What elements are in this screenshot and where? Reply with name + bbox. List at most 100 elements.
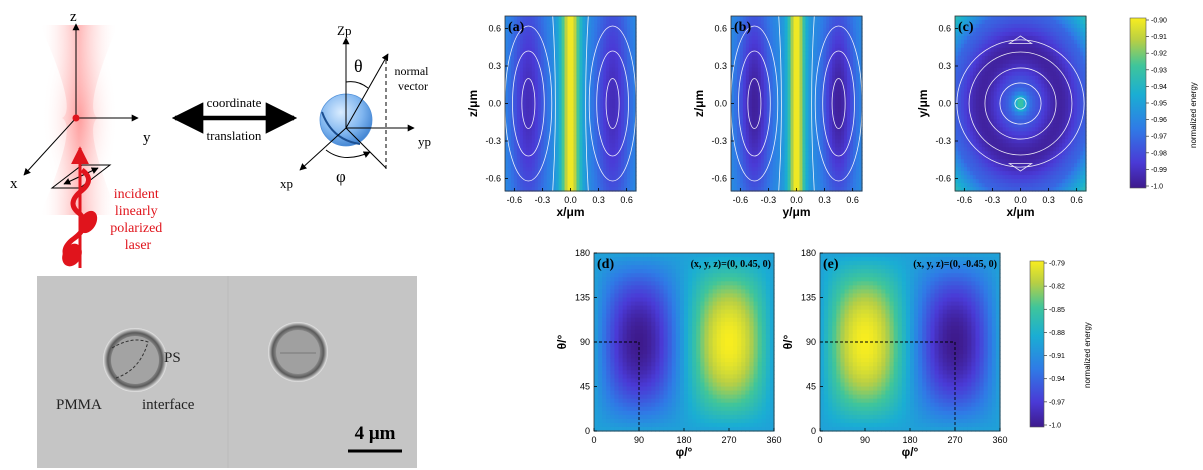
heatmap-cell [576, 139, 581, 144]
heatmap-cell [972, 51, 977, 57]
heatmap-cell [781, 47, 786, 53]
heatmap-cell [817, 71, 821, 77]
heatmap-cell [757, 155, 762, 160]
heatmap-cell [603, 51, 607, 57]
heatmap-cell [621, 147, 625, 152]
heatmap-cell [784, 51, 789, 57]
heatmap-cell [522, 139, 527, 144]
heatmap-cell [633, 99, 637, 105]
heatmap-cell [600, 187, 604, 192]
heatmap-cell [582, 171, 586, 176]
heatmap-cell [1002, 43, 1007, 49]
heatmap-cell [853, 43, 857, 49]
heatmap-cell [960, 115, 965, 121]
heatmap-cell [558, 75, 563, 81]
heatmap-cell [516, 51, 521, 57]
heatmap-cell [984, 19, 989, 25]
heatmap-cell [835, 155, 839, 160]
heatmap-cell [1014, 151, 1019, 156]
heatmap-cell [558, 35, 563, 41]
heatmap-cell [841, 55, 845, 61]
heatmap-cell [609, 131, 613, 136]
heatmap-cell [763, 163, 768, 168]
heatmap-cell [760, 131, 765, 136]
heatmap-cell [799, 39, 804, 45]
heatmap-cell [772, 83, 777, 89]
heatmap-cell [558, 99, 563, 105]
heatmap-cell [582, 55, 586, 61]
heatmap-cell [505, 163, 509, 168]
heatmap-cell [618, 87, 622, 93]
heatmap-cell [757, 95, 762, 101]
heatmap-cell [630, 67, 634, 73]
heatmap-cell [594, 127, 598, 132]
heatmap-cell [543, 123, 548, 128]
heatmap-cell [760, 127, 765, 132]
heatmap-cell [987, 179, 992, 184]
heatmap-cell [543, 63, 548, 69]
heatmap-cell [757, 75, 762, 81]
heatmap-cell [528, 107, 533, 113]
heatmap-cell [621, 55, 625, 61]
heatmap-cell [513, 43, 518, 49]
heatmap-cell [805, 43, 810, 49]
heatmap-cell [778, 83, 783, 89]
heatmap-cell [621, 187, 625, 192]
heatmap-cell [999, 75, 1004, 81]
heatmap-cell [978, 35, 983, 41]
heatmap-cell [754, 143, 759, 148]
heatmap-cell [820, 16, 824, 21]
heatmap-cell [1008, 171, 1013, 176]
heatmap-cell [513, 155, 518, 160]
heatmap-cell [1017, 91, 1022, 97]
heatmap-cell [856, 155, 860, 160]
heatmap-cell [528, 167, 533, 172]
heatmap-cell [594, 103, 598, 109]
heatmap-cell [966, 147, 971, 152]
heatmap-cell [808, 155, 812, 160]
heatmap-cell [630, 47, 634, 53]
heatmap-cell [1008, 16, 1013, 21]
heatmap-cell [621, 151, 625, 156]
heatmap-cell [516, 179, 521, 184]
heatmap-cell [829, 119, 833, 124]
heatmap-cell [960, 67, 965, 73]
heatmap-cell [555, 107, 560, 113]
heatmap-cell [841, 183, 845, 188]
heatmap-cell [567, 87, 572, 93]
heatmap-cell [972, 71, 977, 77]
heatmap-cell [1008, 179, 1013, 184]
heatmap-cell [516, 83, 521, 89]
heatmap-cell [820, 31, 824, 37]
heatmap-cell [838, 59, 842, 65]
heatmap-cell [522, 187, 527, 192]
heatmap-cell [781, 139, 786, 144]
heatmap-cell [528, 127, 533, 132]
heatmap-cell [847, 107, 851, 113]
heatmap-cell [847, 83, 851, 89]
heatmap-cell [802, 67, 807, 73]
heatmap-cell [999, 31, 1004, 37]
heatmap-cell [612, 19, 616, 25]
heatmap-cell [582, 63, 586, 69]
heatmap-cell [981, 167, 986, 172]
heatmap-cell [579, 111, 584, 117]
heatmap-cell [603, 127, 607, 132]
heatmap-cell [615, 35, 619, 41]
heatmap-cell [987, 23, 992, 29]
heatmap-cell [540, 59, 545, 65]
heatmap-cell [781, 95, 786, 101]
heatmap-cell [847, 67, 851, 73]
heatmap-cell [573, 187, 578, 192]
heatmap-cell [972, 111, 977, 117]
heatmap-cell [853, 16, 857, 21]
heatmap-cell [805, 183, 810, 188]
heatmap-cell [594, 79, 598, 85]
heatmap-cell [847, 175, 851, 180]
heatmap-cell [525, 67, 530, 73]
heatmap-cell [990, 75, 995, 81]
heatmap-cell [981, 75, 986, 81]
heatmap-cell [516, 95, 521, 101]
heatmap-cell [516, 107, 521, 113]
heatmap-cell [603, 187, 607, 192]
